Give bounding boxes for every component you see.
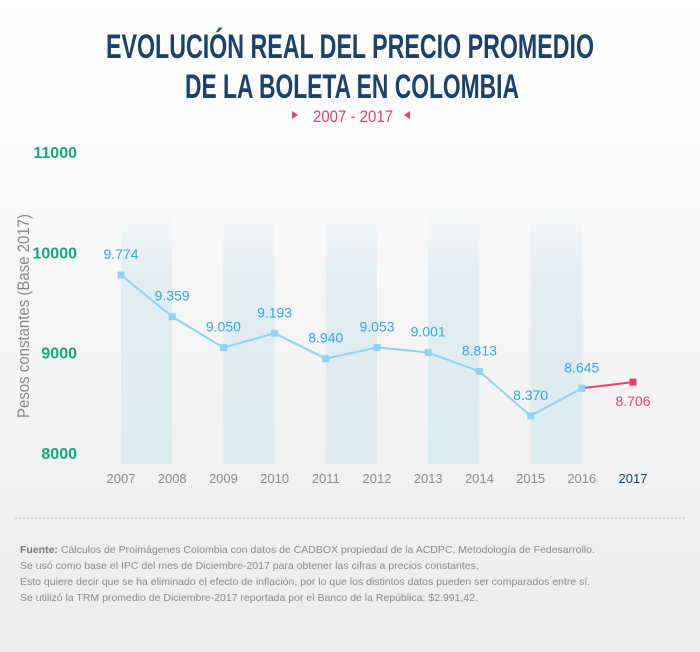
data-point-2010 [271,329,279,337]
highlight-band-2013 [428,210,480,464]
x-tick-label: 2008 [158,471,187,486]
data-label-2017: 8.706 [615,393,650,409]
y-tick-label: 11000 [33,145,77,162]
data-point-2013 [424,349,432,357]
series-line-1 [581,381,634,390]
data-label-2015: 8.370 [513,387,548,403]
x-tick-label: 2013 [414,471,443,486]
highlight-band-2007 [121,210,173,464]
data-label-2012: 9.053 [359,318,394,334]
highlight-band-2009 [223,210,275,464]
data-label-2010: 9.193 [257,304,292,320]
data-point-2007 [117,271,125,279]
data-label-2011: 8.940 [308,330,343,346]
data-label-2013: 9.001 [411,324,446,340]
x-tick-label: 2011 [312,471,340,486]
highlight-band-2015 [530,210,582,464]
x-tick-label: 2017 [619,471,648,486]
data-point-2009 [219,344,227,352]
data-label-2008: 9.359 [155,288,190,304]
data-point-2011 [322,355,330,363]
right-arrow-icon [292,111,298,119]
left-arrow-icon [404,111,410,119]
x-tick-label: 2009 [209,471,238,486]
footnote-line-3: Esto quiere decir que se ha eliminado el… [20,576,590,588]
data-point-2008 [168,313,176,321]
x-tick-label: 2010 [260,471,289,486]
footnote-line-4: Se utilizó la TRM promedio de Diciembre-… [20,592,478,604]
data-label-2007: 9.774 [103,246,138,262]
y-tick-label: 9000 [41,346,77,363]
data-label-2014: 8.813 [462,342,497,358]
x-tick-label: 2015 [516,471,545,486]
data-point-2016 [578,384,586,392]
x-tick-label: 2014 [465,471,494,486]
footnote-line-1: Fuente: Cálculos de Proimágenes Colombia… [20,544,595,556]
x-tick-label: 2007 [107,471,136,486]
data-point-2015 [527,412,535,420]
footnote-source-text: Cálculos de Proimágenes Colombia con dat… [58,544,595,556]
data-label-2016: 8.645 [564,359,599,375]
chart-subtitle: 2007 - 2017 [313,107,393,126]
data-label-2009: 9.050 [206,319,241,335]
data-point-2014 [475,367,483,375]
series-line-0 [120,274,583,418]
x-tick-label: 2012 [363,471,392,486]
footnote-line-2: Se usó como base el IPC del mes de Dicie… [20,560,479,572]
data-point-2017 [629,378,637,386]
x-tick-label: 2016 [567,471,596,486]
y-tick-label: 8000 [41,446,77,463]
chart-title-line-2: DE LA BOLETA EN COLOMBIA [185,68,519,106]
highlight-band-2011 [325,210,377,464]
footnote-source-label: Fuente: [20,544,58,556]
y-tick-label: 10000 [33,245,78,262]
data-point-2012 [373,343,381,351]
y-axis-label: Pesos constantes (Base 2017) [14,214,33,418]
chart-title-line-1: EVOLUCIÓN REAL DEL PRECIO PROMEDIO [106,28,594,66]
